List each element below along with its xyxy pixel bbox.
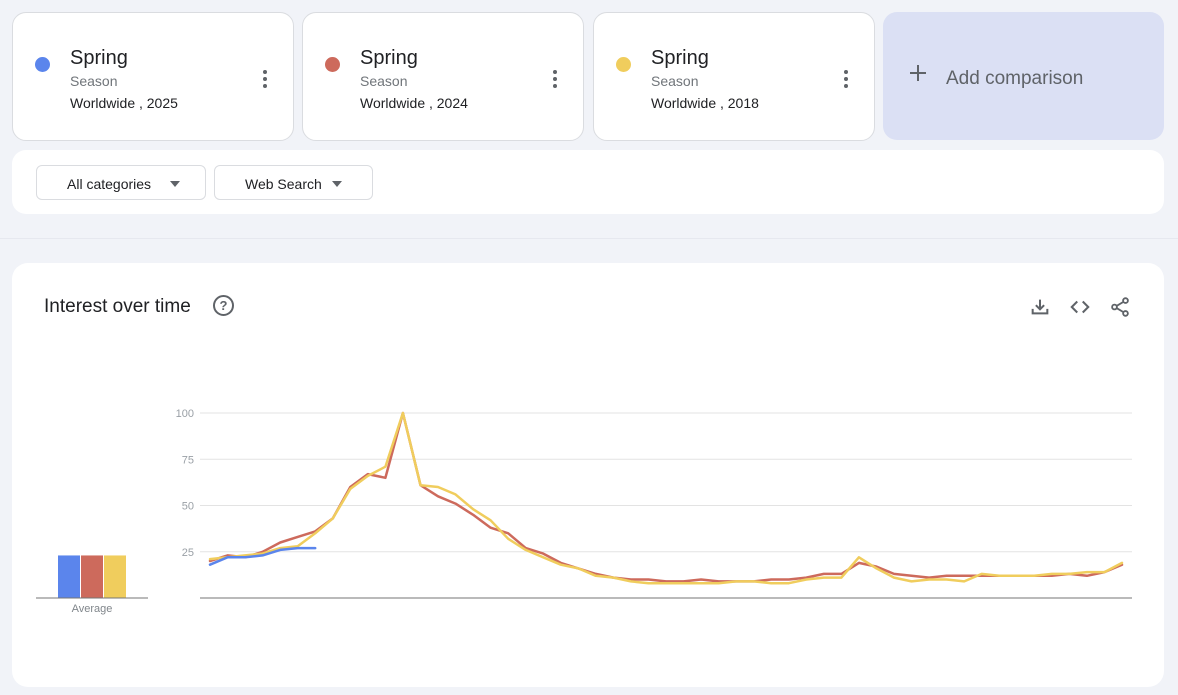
term-region: Worldwide , 2024 — [360, 95, 468, 111]
term-card-3[interactable]: Spring Season Worldwide , 2018 — [593, 12, 875, 141]
share-icon[interactable] — [1109, 296, 1131, 318]
term-card-1[interactable]: Spring Season Worldwide , 2025 — [12, 12, 294, 141]
trend-chart: 100 75 50 25 Average — [36, 408, 1132, 615]
category-label: All categories — [67, 176, 152, 192]
download-icon[interactable] — [1029, 296, 1051, 318]
caret-down-icon — [170, 181, 180, 187]
filter-bar: All categories Web Search — [12, 150, 1164, 214]
average-bar — [81, 555, 103, 598]
average-label: Average — [72, 603, 113, 615]
term-name: Spring — [651, 47, 709, 69]
plus-icon — [909, 64, 927, 82]
term-card-2[interactable]: Spring Season Worldwide , 2024 — [302, 12, 584, 141]
interest-over-time-card: Interest over time ? 100 75 50 25 Average — [12, 263, 1164, 687]
help-icon[interactable]: ? — [213, 295, 234, 316]
term-color-dot — [35, 57, 50, 72]
chart-title: Interest over time — [44, 296, 191, 317]
term-color-dot — [616, 57, 631, 72]
y-tick-label: 75 — [182, 454, 194, 466]
term-region: Worldwide , 2018 — [651, 95, 759, 111]
y-tick-label: 25 — [182, 547, 194, 559]
more-vert-icon[interactable] — [541, 65, 569, 93]
more-vert-icon[interactable] — [251, 65, 279, 93]
add-comparison-label: Add comparison — [946, 68, 1084, 89]
series-line-2 — [208, 411, 1124, 583]
series-line-1 — [208, 546, 317, 566]
category-dropdown[interactable]: All categories — [36, 165, 206, 200]
search-type-dropdown[interactable]: Web Search — [214, 165, 373, 200]
average-bar — [104, 555, 126, 598]
y-tick-label: 100 — [176, 408, 194, 420]
term-region: Worldwide , 2025 — [70, 95, 178, 111]
term-name: Spring — [360, 47, 418, 69]
caret-down-icon — [332, 181, 342, 187]
term-color-dot — [325, 57, 340, 72]
add-comparison-button[interactable]: Add comparison — [883, 12, 1164, 140]
term-type: Season — [70, 73, 118, 89]
term-name: Spring — [70, 47, 128, 69]
embed-icon[interactable] — [1069, 296, 1091, 318]
y-tick-label: 50 — [182, 501, 194, 513]
term-type: Season — [360, 73, 408, 89]
term-type: Season — [651, 73, 699, 89]
average-bar — [58, 555, 80, 598]
series-line-3 — [208, 411, 1124, 585]
more-vert-icon[interactable] — [832, 65, 860, 93]
search-type-label: Web Search — [245, 176, 322, 192]
section-divider — [0, 238, 1178, 239]
